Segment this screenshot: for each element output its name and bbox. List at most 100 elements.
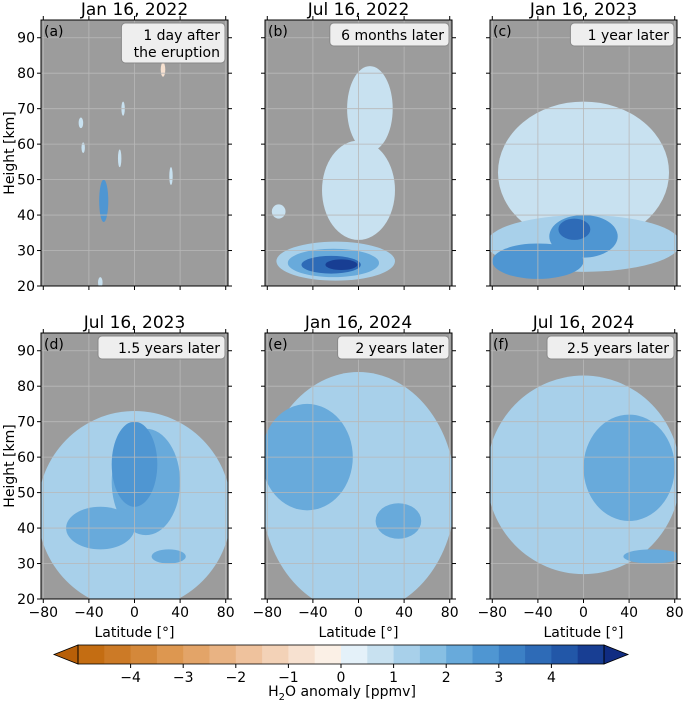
y-tick-label: 70 [17,102,35,118]
colorbar-segment [130,645,158,664]
anomaly-region [98,277,103,286]
y-tick-label: 20 [17,592,35,608]
anomaly-region [99,179,109,223]
anomaly-region [117,149,122,168]
panel-title: Jan 16, 2024 [304,313,412,333]
panel-4: 20 30 40 50 60 70 80 90 −80 −40 0 40 80 Jul 16, 2023 (… [2,313,235,641]
colorbar-tick-label: 3 [494,670,503,686]
colorbar-segment [551,645,579,664]
colorbar-segment [235,645,263,664]
badge-text: 2.5 years later [567,341,669,357]
badge-box [120,22,226,64]
tick-marks [37,16,232,290]
panel-letter: (e) [268,337,288,353]
y-axis-label: Height [km] [2,424,18,507]
x-axis-label: Latitude [°] [319,625,399,641]
colorbar-segment [393,645,421,664]
x-tick-label: −40 [298,605,328,621]
badge-text: 1.5 years later [118,341,220,357]
panel-title: Jul 16, 2022 [307,0,410,20]
panel-title: Jan 16, 2022 [80,0,188,20]
panel-letter: (c) [493,24,512,40]
colorbar-tick-label: −3 [173,670,194,686]
annotation-badge: 2.5 years later [546,335,675,360]
colorbar-tick-label: 0 [337,670,346,686]
colorbar-extend-high [603,644,630,665]
tick-marks [486,16,681,290]
badge-text: 1 year later [588,28,670,44]
anomaly-region [81,142,85,153]
y-tick-label: 60 [17,450,35,466]
panel-1: 20 30 40 50 60 70 80 90 Jan 16, 2022 (a) 1 day aft… [2,0,232,295]
y-tick-label: 30 [17,244,35,260]
x-tick-label: −40 [523,605,553,621]
y-tick-label: 80 [17,379,35,395]
anomaly-region [623,549,677,564]
x-tick-label: 80 [441,605,459,621]
anomaly-region [271,204,286,219]
y-tick-label: 70 [17,415,35,431]
anomaly-field [78,62,173,286]
x-tick-label: 40 [620,605,638,621]
x-tick-label: 80 [666,605,684,621]
colorbar-tick-label: 2 [442,670,451,686]
colorbar-tick-label: 1 [389,670,398,686]
x-tick-label: 40 [395,605,413,621]
colorbar-tick-label: −4 [120,670,141,686]
y-tick-label: 50 [17,486,35,502]
panel-letter: (a) [44,24,64,40]
x-tick-label: −80 [253,605,283,621]
y-tick-label: 40 [17,521,35,537]
gridlines [41,333,228,599]
badge-text: the eruption [134,45,220,61]
tick-marks [37,329,232,603]
panel-2: Jul 16, 2022 (b) 6 months later [261,0,456,290]
anomaly-region [169,167,173,185]
colorbar-segment [367,645,395,664]
badge-box [546,335,675,360]
anomaly-region [160,62,166,77]
panel-letter: (d) [44,337,64,353]
panels-layer: 20 30 40 50 60 70 80 90 Jan 16, 2022 (a) 1 day aft… [2,0,684,641]
annotation-badge: 1.5 years later [97,335,226,360]
y-tick-label: 30 [17,557,35,573]
panel-3: Jan 16, 2023 (c) 1 year later [486,0,681,290]
annotation-badge: 6 months later [329,22,450,47]
y-axis-label: Height [km] [2,111,18,194]
colorbar-segment [577,645,605,664]
colorbar-extend-low [52,644,79,665]
y-tick-label: 90 [17,344,35,360]
badge-text: 1 day after [143,28,220,44]
colorbar-segment [288,645,316,664]
panel-letter: (f) [493,337,509,353]
colorbar-segment [209,645,237,664]
x-axis-label: Latitude [°] [544,625,624,641]
colorbar-segment [262,645,289,664]
x-tick-label: 80 [217,605,235,621]
y-tick-label: 20 [17,279,35,295]
tick-marks [261,329,456,603]
colorbar-tick-label: −2 [225,670,246,686]
x-axis-label: Latitude [°] [95,625,175,641]
colorbar-segment [183,645,211,664]
y-tick-label: 90 [17,31,35,47]
colorbar-segment [472,645,500,664]
panel-6: −80 −40 0 40 80 Jul 16, 2024 (f) 2.5 years late… [478,313,684,641]
colorbar-segment [104,645,132,664]
colorbar-tick-label: 4 [547,670,556,686]
panel-5: −80 −40 0 40 80 Jan 16, 2024 (e) 2 years later L… [253,313,459,641]
y-tick-label: 50 [17,173,35,189]
x-tick-label: 0 [130,605,139,621]
badge-text: 6 months later [341,28,444,44]
panel-letter: (b) [268,24,288,40]
colorbar: H2O anomaly [ppmv] −4 −3 −2 −1 0 1 2 3 4 [52,644,630,701]
x-tick-label: 0 [354,605,363,621]
x-tick-label: −40 [74,605,104,621]
colorbar-segment [498,645,526,664]
panel-title: Jul 16, 2024 [532,313,635,333]
badge-box [337,335,450,360]
colorbar-segment [314,645,342,664]
colorbar-segment [156,645,184,664]
